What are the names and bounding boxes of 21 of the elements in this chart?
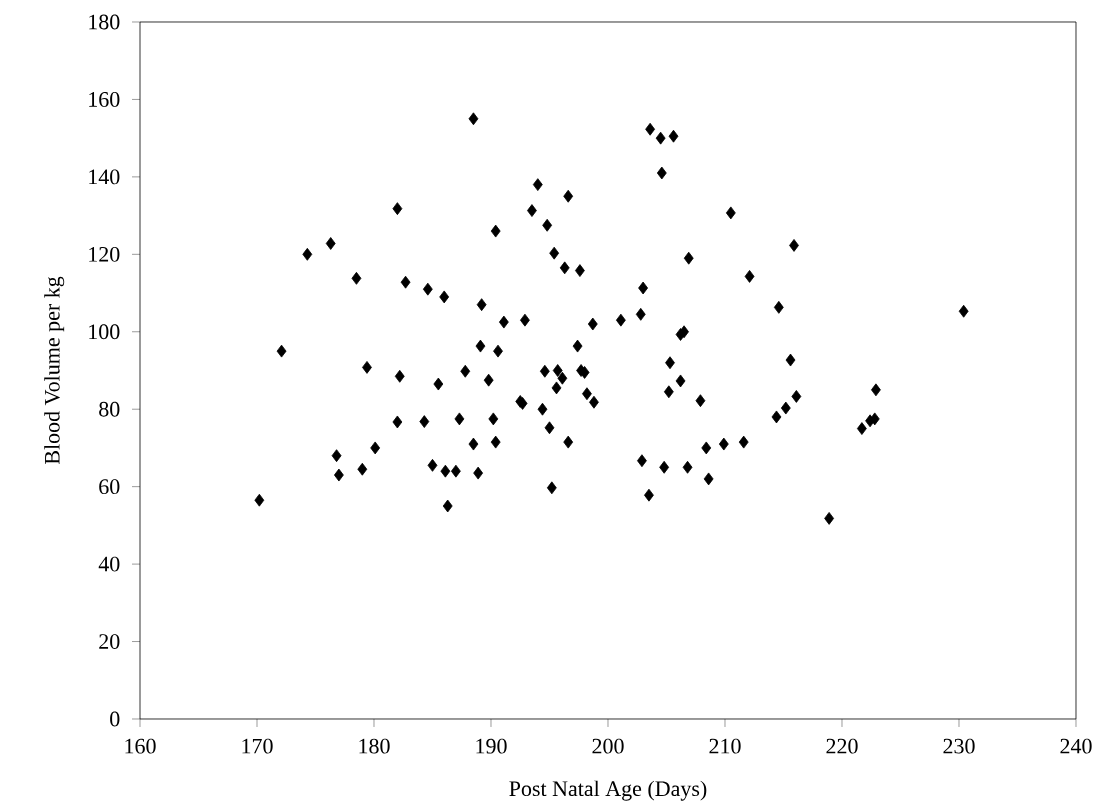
y-tick-label: 100 (89, 324, 120, 340)
x-tick-label: 200 (592, 738, 624, 754)
y-tick-label: 80 (99, 401, 120, 417)
y-tick-label: 160 (89, 92, 120, 107)
y-tick-label: 20 (99, 634, 120, 649)
x-tick-label: 190 (476, 738, 507, 754)
y-tick-label: 180 (89, 14, 120, 30)
x-tick-label: 240 (1060, 738, 1092, 754)
x-axis-title: Post Natal Age (Days) (509, 780, 707, 801)
y-tick-label: 0 (110, 711, 120, 727)
y-tick-label: 120 (89, 246, 120, 262)
x-tick-label: 220 (826, 738, 858, 754)
x-tick-label: 230 (943, 738, 975, 754)
x-tick-label: 170 (242, 738, 273, 754)
y-tick-label: 140 (89, 169, 120, 185)
y-tick-label: 60 (99, 479, 120, 495)
x-tick-label: 180 (359, 738, 390, 754)
x-tick-label: 160 (125, 738, 156, 754)
y-tick-label: 40 (98, 556, 120, 572)
x-tick-label: 210 (709, 738, 741, 754)
y-axis-title: Blood Volume per kg (44, 276, 65, 465)
